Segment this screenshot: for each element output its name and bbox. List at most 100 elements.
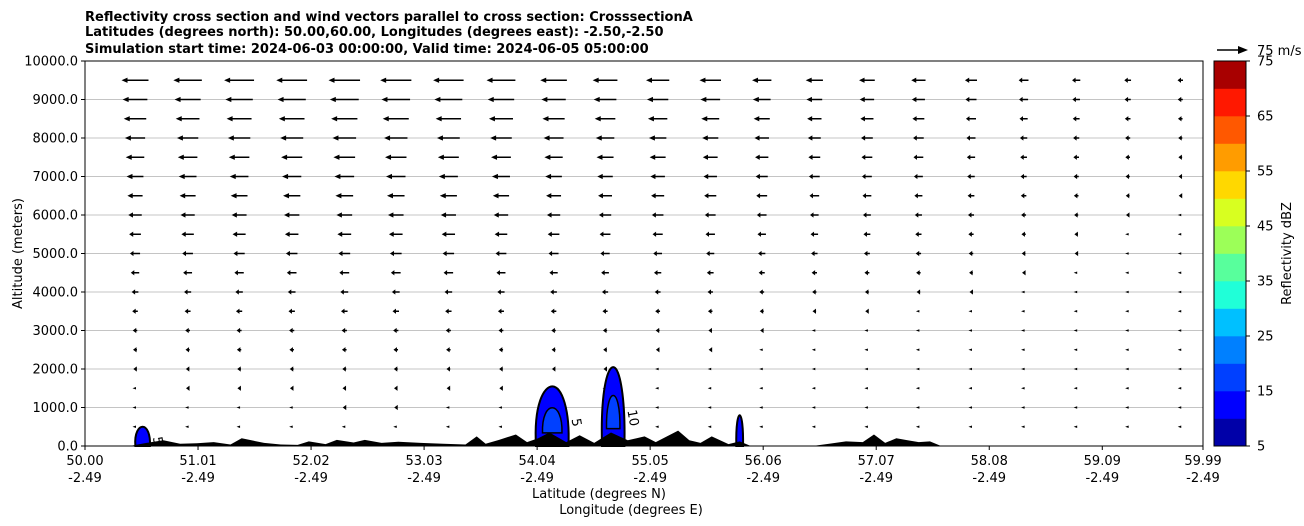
wind-vector (235, 289, 243, 295)
wind-arrowhead (655, 406, 659, 409)
wind-vector (281, 154, 303, 160)
wind-vector (487, 96, 515, 103)
x-axis-label-secondary: Longitude (degrees E) (559, 503, 703, 518)
wind-arrowhead (289, 385, 294, 391)
wind-vector (1177, 116, 1183, 122)
wind-vector (592, 77, 618, 83)
wind-vector (182, 250, 193, 257)
wind-arrowhead (809, 212, 814, 218)
wind-arrowhead (1073, 154, 1077, 160)
wind-vector (277, 96, 306, 103)
wind-vector (236, 406, 241, 409)
wind-arrowhead (1021, 329, 1025, 332)
wind-arrowhead (280, 135, 287, 141)
wind-vector (701, 116, 720, 122)
wind-vector (862, 193, 872, 199)
wind-arrowhead (132, 308, 136, 314)
wind-vector (342, 385, 347, 391)
wind-vector (1074, 231, 1078, 237)
wind-arrowhead (653, 270, 658, 276)
wind-arrowhead (446, 347, 450, 353)
wind-vector (915, 309, 920, 313)
wind-vector (916, 289, 921, 295)
x-tick-label-lon: -2.49 (746, 471, 780, 486)
wind-vector (702, 154, 718, 160)
wind-arrowhead (811, 367, 816, 371)
wind-vector (807, 135, 821, 141)
wind-vector (1072, 77, 1081, 83)
wind-arrowhead (599, 231, 604, 237)
wind-arrowhead (385, 173, 392, 180)
colorbar-swatch (1214, 88, 1246, 117)
wind-vector (811, 270, 817, 276)
wind-vector (125, 154, 145, 160)
wind-arrowhead (441, 231, 447, 237)
wind-vector (968, 231, 974, 237)
wind-arrowhead (384, 135, 391, 141)
wind-vector (181, 231, 194, 237)
wind-vector (702, 135, 719, 141)
wind-arrowhead (1073, 309, 1078, 313)
wind-arrowhead (812, 289, 816, 295)
wind-vector (915, 367, 920, 371)
wind-vector (913, 154, 924, 160)
wind-vector (860, 116, 874, 122)
wind-arrowhead (341, 347, 346, 353)
wind-arrowhead (277, 96, 284, 103)
wind-vector (1125, 232, 1129, 236)
wind-arrowhead (283, 212, 290, 218)
wind-arrowhead (811, 329, 816, 332)
wind-vector (445, 327, 451, 334)
wind-arrowhead (386, 193, 393, 199)
wind-vector (1073, 309, 1078, 313)
wind-vector (1125, 348, 1129, 352)
wind-arrowhead (1178, 135, 1182, 141)
wind-vector (132, 386, 136, 390)
wind-arrowhead (284, 231, 290, 237)
wind-vector (499, 385, 503, 391)
wind-vector (234, 270, 244, 276)
wind-arrowhead (968, 231, 972, 237)
wind-arrowhead (1125, 386, 1129, 390)
wind-arrowhead (1021, 212, 1025, 218)
wind-vector (173, 77, 202, 83)
wind-arrowhead (499, 385, 503, 391)
wind-vector (600, 250, 610, 257)
wind-vector (492, 193, 510, 199)
wind-arrowhead (230, 193, 237, 199)
wind-vector (227, 135, 251, 141)
wind-arrowhead (707, 289, 712, 295)
wind-vector (1021, 309, 1025, 313)
wind-vector (1177, 309, 1182, 313)
wind-vector (914, 193, 923, 199)
wind-vector (655, 308, 661, 314)
wind-arrowhead (807, 135, 813, 141)
wind-arrowhead (342, 366, 346, 372)
wind-vector (1021, 329, 1025, 332)
wind-arrowhead (129, 231, 134, 237)
wind-arrowhead (912, 116, 917, 122)
wind-vector (811, 406, 816, 409)
wind-arrowhead (1125, 367, 1129, 371)
wind-vector (1177, 96, 1183, 103)
wind-vector (441, 231, 456, 237)
wind-vector (337, 231, 352, 237)
wind-arrowhead (394, 385, 398, 391)
wind-vector (1178, 173, 1183, 180)
wind-vector (183, 270, 193, 276)
x-tick-label: 58.08 (971, 454, 1008, 469)
wind-vector (602, 327, 608, 334)
wind-arrowhead (915, 386, 920, 390)
wind-vectors (121, 77, 1236, 429)
wind-arrowhead (232, 231, 238, 237)
wind-arrowhead (550, 308, 555, 314)
wind-arrowhead (1074, 212, 1078, 218)
wind-arrowhead (236, 347, 241, 353)
colorbar-tick-label: 65 (1257, 110, 1274, 125)
wind-arrowhead (598, 212, 604, 218)
wind-arrowhead (603, 366, 607, 372)
wind-vector (863, 231, 871, 237)
wind-arrowhead (966, 154, 971, 160)
wind-vector (1125, 135, 1131, 141)
wind-arrowhead (1125, 193, 1130, 199)
